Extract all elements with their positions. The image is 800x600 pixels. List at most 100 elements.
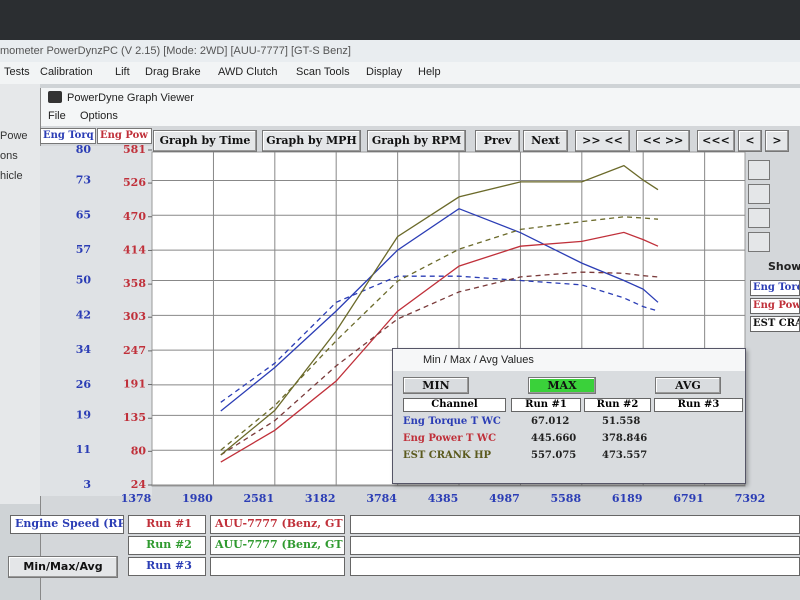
y2-tick-label: 470 xyxy=(123,210,146,223)
y2-tick-label: 358 xyxy=(123,277,146,290)
x-tick-label: 6189 xyxy=(612,492,643,505)
y2-tick-label: 414 xyxy=(123,243,146,256)
toolbar-button[interactable]: Next xyxy=(523,130,568,152)
column-header: Run #1 xyxy=(511,398,581,412)
window-icon xyxy=(48,91,62,103)
scroll-button[interactable] xyxy=(748,184,770,204)
menu-item[interactable]: Tests xyxy=(4,66,30,78)
toolbar-button[interactable]: < xyxy=(738,130,762,152)
y-tick-label: 11 xyxy=(76,443,91,456)
toolbar-button[interactable]: > xyxy=(765,130,789,152)
dialog-value: 473.557 xyxy=(602,450,648,461)
toolbar-button[interactable]: >> << xyxy=(575,130,630,152)
y-tick-label: 42 xyxy=(76,308,91,321)
toolbar-button[interactable]: Prev xyxy=(475,130,520,152)
run-label[interactable]: Run #1 xyxy=(128,515,206,534)
dialog-value: 445.660 xyxy=(531,433,577,444)
run-vehicle-empty[interactable] xyxy=(210,557,345,576)
y2-tick-label: 303 xyxy=(123,310,146,323)
y-tick-label: 57 xyxy=(76,243,91,256)
dialog-value: 67.012 xyxy=(531,416,570,427)
x-tick-label: 3784 xyxy=(366,492,397,505)
app-side xyxy=(0,84,40,504)
show-label: Show xyxy=(768,260,800,273)
minmax-button[interactable]: Min/Max/Avg xyxy=(8,556,118,578)
menu-item[interactable]: Drag Brake xyxy=(145,66,201,78)
dialog-button[interactable]: AVG xyxy=(655,377,721,394)
y-tick-label: 80 xyxy=(76,143,92,156)
scroll-button[interactable] xyxy=(748,160,770,180)
dialog-value: 378.846 xyxy=(602,433,648,444)
minmax-dialog: Min / Max / Avg Values MIN MAX AVG Channel Ru… xyxy=(392,348,746,484)
channel-toggle[interactable]: EST CRA xyxy=(750,316,800,332)
dialog-button[interactable]: MIN xyxy=(403,377,469,394)
scroll-button[interactable] xyxy=(748,208,770,228)
series-line xyxy=(220,231,659,463)
y-axis-title: Eng Torq xyxy=(40,128,96,144)
dialog-value: 557.075 xyxy=(531,450,577,461)
channel-toggle[interactable]: Eng Torq xyxy=(750,280,800,296)
dialog-controls[interactable] xyxy=(623,352,743,368)
y2-tick-label: 581 xyxy=(123,143,146,156)
dialog-value: 51.558 xyxy=(602,416,641,427)
y-tick-label: 34 xyxy=(76,343,92,356)
run-vehicle[interactable]: AUU-7777 (Benz, GT xyxy=(210,515,345,534)
menu-item[interactable]: Scan Tools xyxy=(296,66,350,78)
app-menu xyxy=(0,62,800,84)
window-menu xyxy=(41,108,800,126)
x-tick-label: 5588 xyxy=(551,492,582,505)
menu-item[interactable]: Options xyxy=(80,110,118,122)
channel-name: Eng Power T WC xyxy=(403,433,497,444)
menu-item[interactable]: Lift xyxy=(115,66,130,78)
run-notes xyxy=(350,536,800,555)
toolbar-button[interactable]: <<< xyxy=(697,130,735,152)
run-label[interactable]: Run #3 xyxy=(128,557,206,576)
window-title: PowerDyne Graph Viewer xyxy=(41,88,800,108)
scroll-button[interactable] xyxy=(748,232,770,252)
toolbar-button[interactable]: << >> xyxy=(636,130,690,152)
menu-item[interactable]: AWD Clutch xyxy=(218,66,278,78)
series-line xyxy=(220,275,659,403)
x-tick-label: 4987 xyxy=(489,492,520,505)
menu-item[interactable]: Calibration xyxy=(40,66,93,78)
y2-tick-label: 526 xyxy=(123,176,146,189)
channel-name: EST CRANK HP xyxy=(403,450,492,461)
x-tick-label: 1378 xyxy=(121,492,152,505)
y2-tick-label: 135 xyxy=(123,411,146,424)
menu-item[interactable]: File xyxy=(48,110,66,122)
x-channel[interactable]: Engine Speed (RP xyxy=(10,515,124,534)
menu-item[interactable]: Help xyxy=(418,66,441,78)
y2-axis-title: Eng Pow xyxy=(97,128,152,144)
side-label: hicle xyxy=(0,170,23,182)
run-notes xyxy=(350,557,800,576)
channel-toggle[interactable]: Eng Pow xyxy=(750,298,800,314)
x-tick-label: 2581 xyxy=(244,492,275,505)
toolbar-button[interactable]: Graph by RPM xyxy=(367,130,466,152)
dialog-button[interactable]: MAX xyxy=(528,377,596,394)
toolbar-button[interactable]: Graph by Time xyxy=(153,130,257,152)
y-tick-label: 50 xyxy=(76,274,92,287)
column-header: Run #3 xyxy=(654,398,743,412)
series-line xyxy=(220,164,659,456)
x-tick-label: 1980 xyxy=(182,492,213,505)
x-tick-label: 6791 xyxy=(673,492,704,505)
side-label: ons xyxy=(0,150,18,162)
y-tick-label: 19 xyxy=(76,408,91,421)
y2-tick-label: 80 xyxy=(131,444,147,457)
toolbar-button[interactable]: Graph by MPH xyxy=(262,130,361,152)
menu-item[interactable]: Display xyxy=(366,66,403,78)
photo-background xyxy=(0,0,800,40)
column-header: Run #2 xyxy=(584,398,651,412)
y-tick-label: 65 xyxy=(76,208,91,221)
run-label[interactable]: Run #2 xyxy=(128,536,206,555)
x-tick-label: 3182 xyxy=(305,492,336,505)
column-header: Channel xyxy=(403,398,506,412)
series-line xyxy=(220,216,659,451)
run-vehicle[interactable]: AUU-7777 (Benz, GT xyxy=(210,536,345,555)
y-tick-label: 3 xyxy=(83,478,91,491)
y-tick-label: 73 xyxy=(76,173,91,186)
x-tick-label: 7392 xyxy=(735,492,766,505)
